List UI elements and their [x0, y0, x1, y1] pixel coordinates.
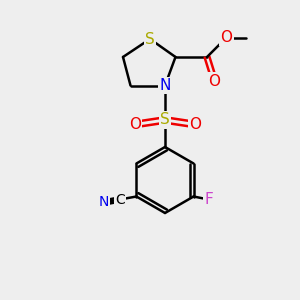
- Text: O: O: [189, 117, 201, 132]
- Text: O: O: [129, 117, 141, 132]
- Text: F: F: [204, 192, 213, 207]
- Text: O: O: [208, 74, 220, 88]
- Text: C: C: [115, 193, 125, 206]
- Text: O: O: [220, 30, 232, 45]
- Text: N: N: [159, 78, 171, 93]
- Text: S: S: [160, 112, 170, 128]
- Text: S: S: [145, 32, 155, 46]
- Text: N: N: [98, 196, 109, 209]
